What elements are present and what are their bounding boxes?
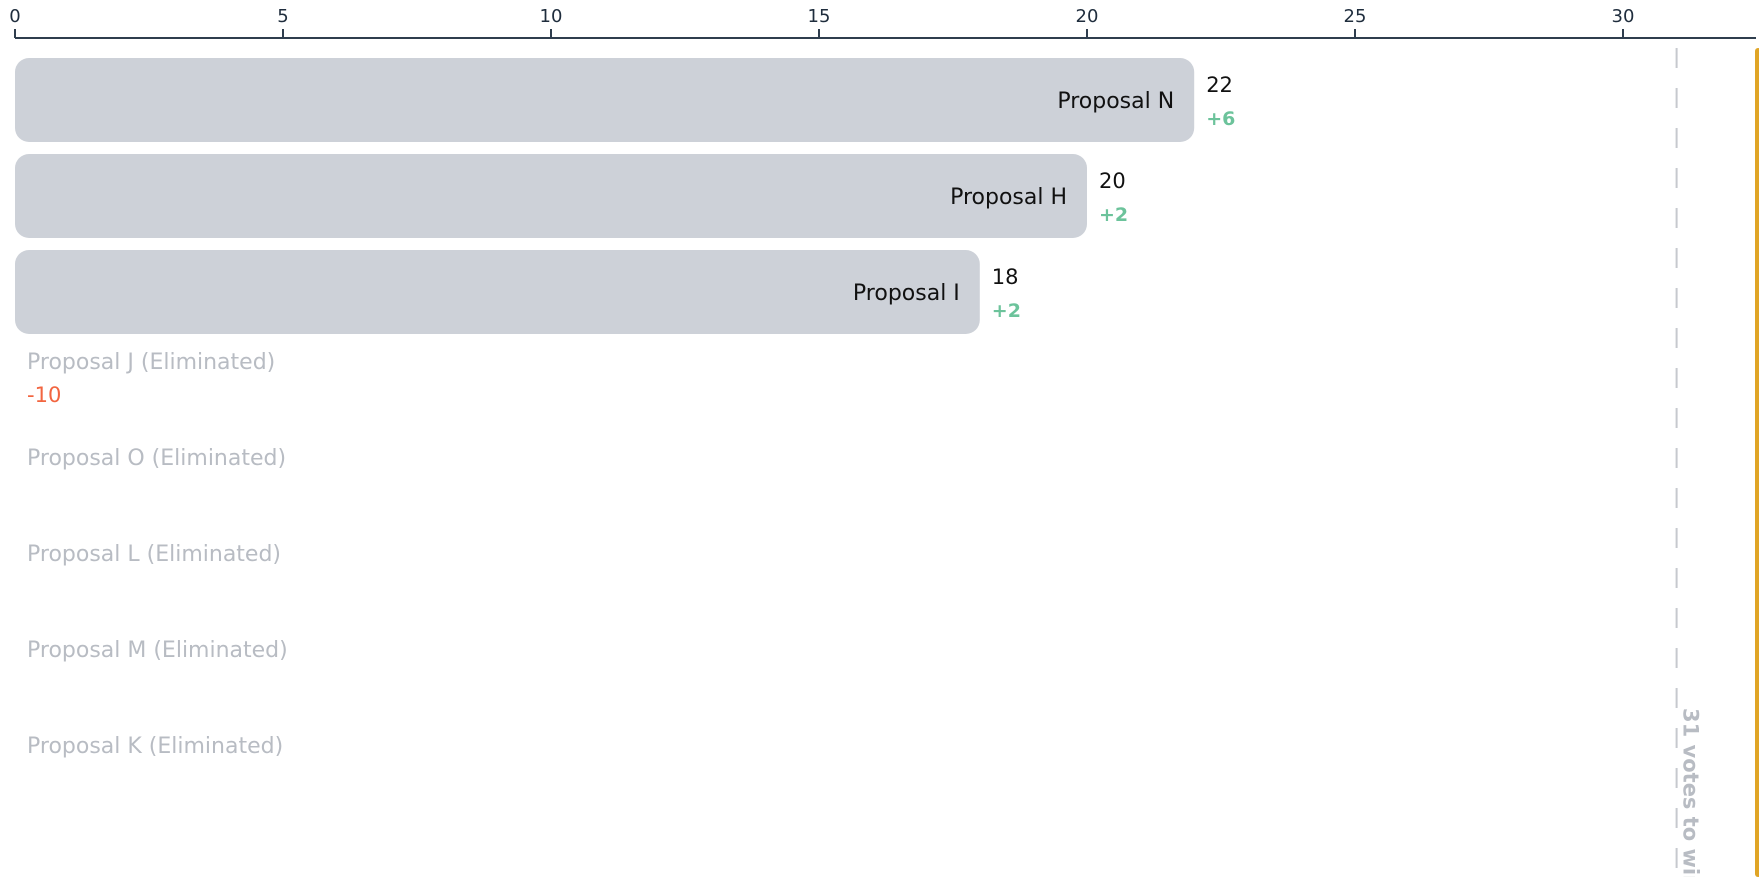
bar xyxy=(15,58,1195,142)
eliminated-label: Proposal O (Eliminated) xyxy=(27,446,286,471)
eliminated-label: Proposal K (Eliminated) xyxy=(27,734,283,759)
bar-label: Proposal H xyxy=(950,185,1067,210)
eliminated-label: Proposal L (Eliminated) xyxy=(27,542,281,567)
value-label: 18 xyxy=(992,265,1019,289)
x-tick-label: 10 xyxy=(540,6,563,27)
change-label: +2 xyxy=(1099,204,1128,226)
value-label: 20 xyxy=(1099,169,1126,193)
bar-label: Proposal I xyxy=(853,281,960,306)
threshold-label: 31 votes to win xyxy=(1679,708,1703,877)
bar xyxy=(15,154,1087,238)
x-tick-label: 15 xyxy=(808,6,831,27)
eliminated-label: Proposal M (Eliminated) xyxy=(27,638,288,663)
x-tick-label: 20 xyxy=(1076,6,1099,27)
x-tick-label: 30 xyxy=(1612,6,1635,27)
change-label: +2 xyxy=(992,300,1021,322)
eliminated-label: Proposal J (Eliminated) xyxy=(27,350,275,375)
x-tick-label: 5 xyxy=(277,6,288,27)
accent-edge xyxy=(1755,48,1759,877)
value-label: 22 xyxy=(1206,73,1233,97)
bar xyxy=(15,250,980,334)
x-tick-label: 0 xyxy=(9,6,20,27)
bar-label: Proposal N xyxy=(1057,89,1174,114)
change-label: +6 xyxy=(1206,108,1235,130)
x-tick-label: 25 xyxy=(1344,6,1367,27)
change-label: -10 xyxy=(27,383,61,407)
